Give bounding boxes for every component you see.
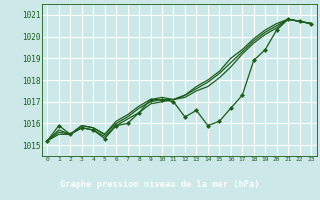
Text: Graphe pression niveau de la mer (hPa): Graphe pression niveau de la mer (hPa) (60, 180, 260, 189)
